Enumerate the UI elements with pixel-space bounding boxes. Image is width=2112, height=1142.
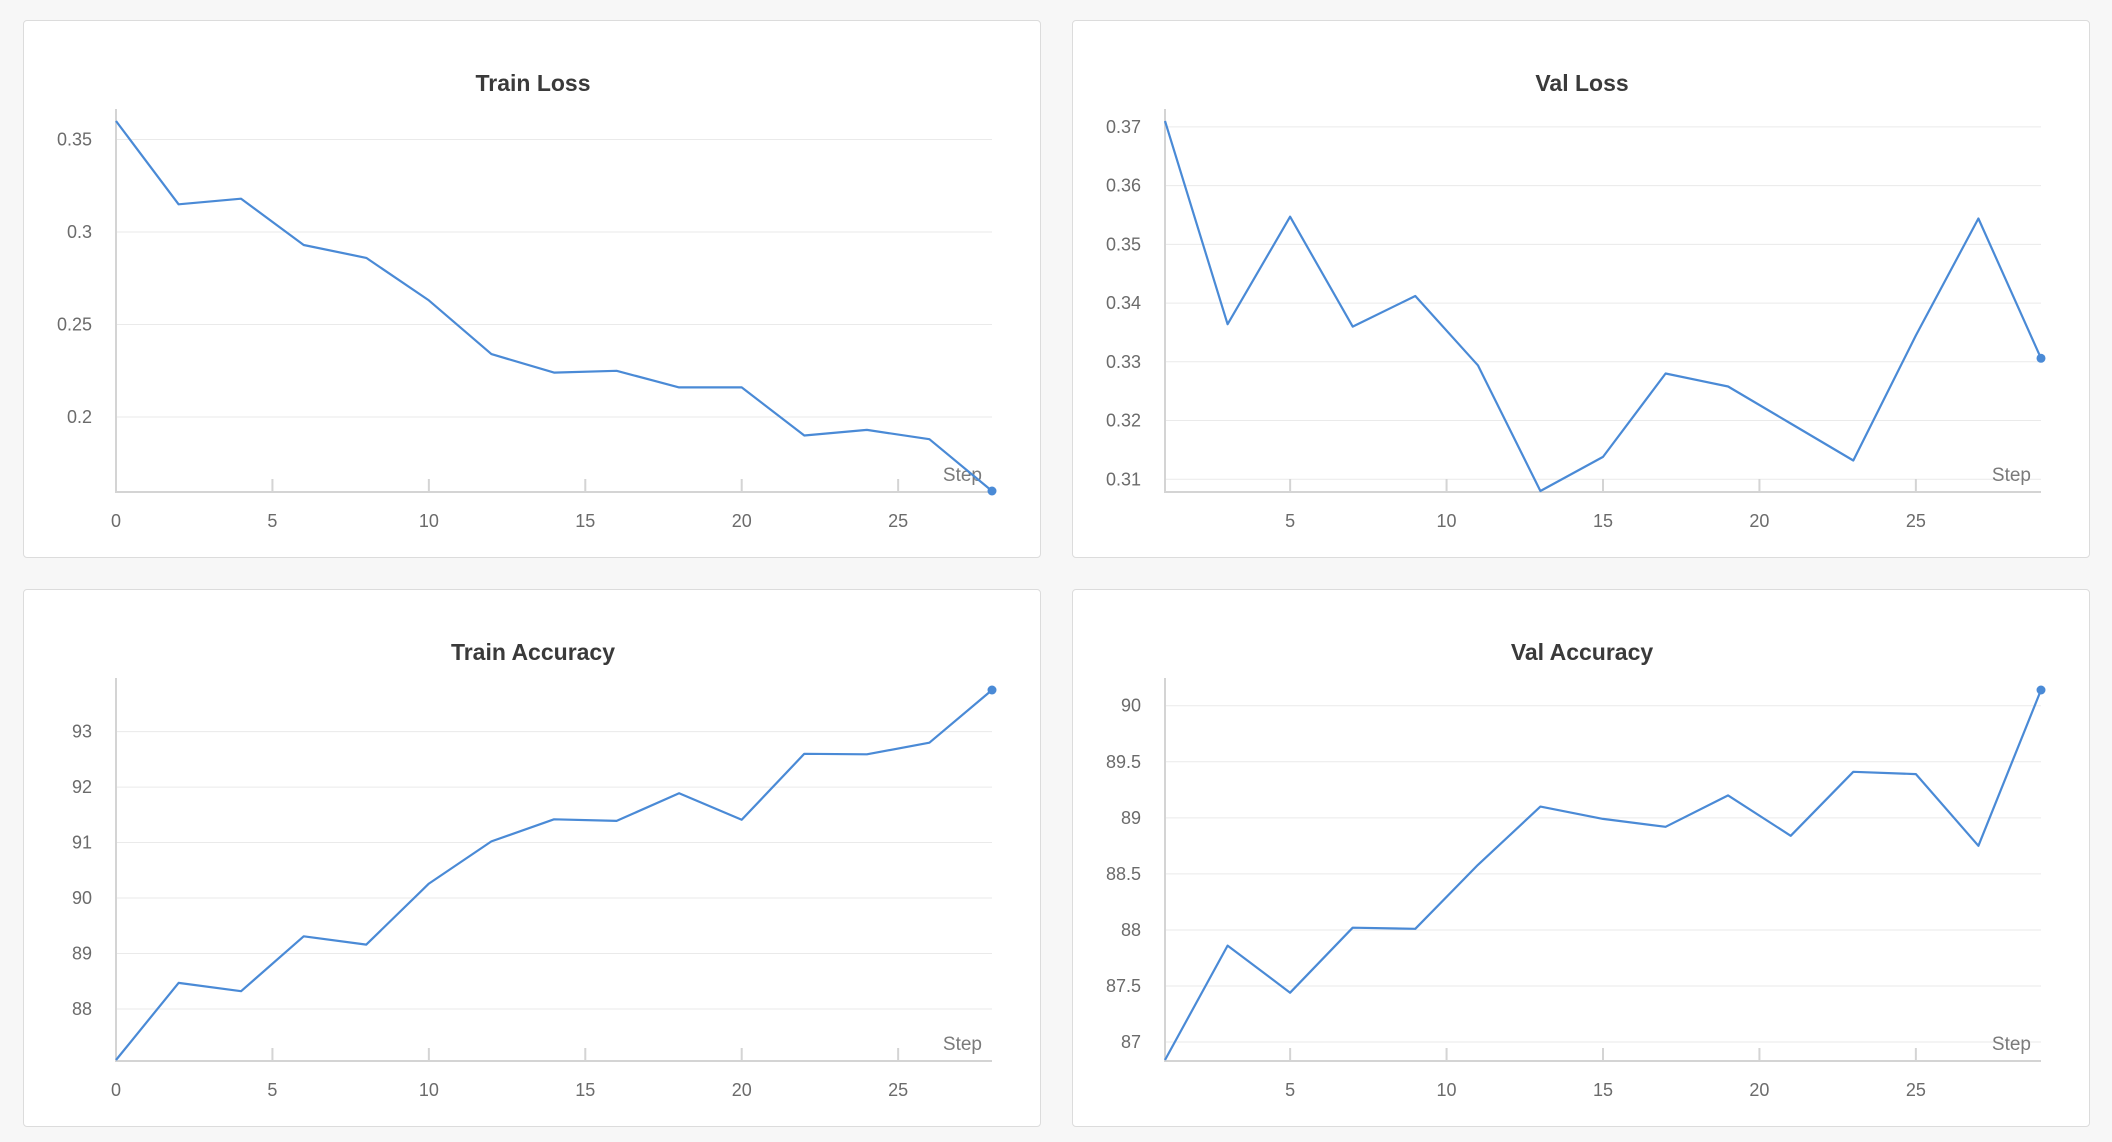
x-tick-label: 20 xyxy=(1749,511,1769,531)
y-tick-label: 88.5 xyxy=(1106,864,1141,884)
chart-title: Val Loss xyxy=(1535,70,1628,96)
chart-train-loss: Train Loss 0.2 0.25 0.3 0.35 0 5 10 15 20 25 Step xyxy=(57,70,997,531)
y-tick-label: 0.3 xyxy=(67,222,92,242)
x-axis-label: Step xyxy=(943,465,982,486)
y-tick-label: 0.34 xyxy=(1106,293,1141,313)
series-line xyxy=(115,120,993,492)
y-tick-label: 0.32 xyxy=(1106,411,1141,431)
y-tick-label: 0.25 xyxy=(57,315,92,335)
series-line xyxy=(115,689,993,1061)
x-tick-label: 5 xyxy=(1285,511,1295,531)
x-tick-label: 25 xyxy=(1906,1080,1926,1100)
y-tick-label: 0.37 xyxy=(1106,117,1141,137)
chart-title: Val Accuracy xyxy=(1511,639,1654,665)
x-tick-label: 15 xyxy=(575,1080,595,1100)
x-tick-label: 15 xyxy=(575,511,595,531)
y-tick-label: 93 xyxy=(72,722,92,742)
x-tick-label: 20 xyxy=(732,1080,752,1100)
y-tick-label: 92 xyxy=(72,777,92,797)
last-point-marker[interactable] xyxy=(2036,353,2046,363)
y-tick-label: 87 xyxy=(1121,1032,1141,1052)
series-line xyxy=(1164,689,2043,1061)
chart-panel-train-accuracy[interactable]: Train Accuracy 88 89 90 91 92 93 0 5 10 15 20 25 Step xyxy=(23,589,1041,1127)
y-tick-label: 0.35 xyxy=(57,130,92,150)
x-tick-label: 25 xyxy=(888,511,908,531)
x-tick-label: 5 xyxy=(267,511,277,531)
x-tick-label: 25 xyxy=(888,1080,908,1100)
x-tick-label: 10 xyxy=(1437,1080,1457,1100)
x-tick-label: 5 xyxy=(267,1080,277,1100)
x-tick-label: 0 xyxy=(111,511,121,531)
y-tick-label: 90 xyxy=(72,888,92,908)
chart-train-accuracy: Train Accuracy 88 89 90 91 92 93 0 5 10 15 20 25 Step xyxy=(72,639,997,1100)
chart-panel-val-accuracy[interactable]: Val Accuracy 87 87.5 88 88.5 89 89.5 90 5 10 15 20 2… xyxy=(1072,589,2090,1127)
y-tick-label: 90 xyxy=(1121,696,1141,716)
y-tick-label: 0.36 xyxy=(1106,176,1141,196)
chart-val-accuracy: Val Accuracy 87 87.5 88 88.5 89 89.5 90 5 10 15 20 2… xyxy=(1106,639,2046,1100)
chart-val-loss: Val Loss 0.31 0.32 0.33 0.34 0.35 0.36 0.37 5 10 1… xyxy=(1106,70,2046,531)
x-axis-label: Step xyxy=(1992,465,2031,486)
x-tick-label: 0 xyxy=(111,1080,121,1100)
y-tick-label: 88 xyxy=(1121,920,1141,940)
last-point-marker[interactable] xyxy=(987,486,997,496)
y-tick-label: 0.33 xyxy=(1106,352,1141,372)
y-tick-label: 88 xyxy=(72,999,92,1019)
y-tick-label: 91 xyxy=(72,833,92,853)
chart-title: Train Accuracy xyxy=(451,639,615,665)
y-tick-label: 0.2 xyxy=(67,407,92,427)
last-point-marker[interactable] xyxy=(2036,685,2046,695)
last-point-marker[interactable] xyxy=(987,685,997,695)
chart-panel-train-loss[interactable]: Train Loss 0.2 0.25 0.3 0.35 0 5 10 15 20 25 Step xyxy=(23,20,1041,558)
x-tick-label: 15 xyxy=(1593,511,1613,531)
x-tick-label: 10 xyxy=(419,1080,439,1100)
y-tick-label: 0.35 xyxy=(1106,234,1141,254)
y-tick-label: 89.5 xyxy=(1106,752,1141,772)
x-tick-label: 25 xyxy=(1906,511,1926,531)
series-line xyxy=(1163,120,2043,493)
x-tick-label: 20 xyxy=(1749,1080,1769,1100)
x-axis-label: Step xyxy=(943,1034,982,1055)
x-tick-label: 10 xyxy=(419,511,439,531)
y-tick-label: 89 xyxy=(1121,808,1141,828)
x-tick-label: 20 xyxy=(732,511,752,531)
y-tick-label: 89 xyxy=(72,943,92,963)
y-tick-label: 0.31 xyxy=(1106,469,1141,489)
x-tick-label: 10 xyxy=(1437,511,1457,531)
chart-panel-val-loss[interactable]: Val Loss 0.31 0.32 0.33 0.34 0.35 0.36 0.37 5 10 1… xyxy=(1072,20,2090,558)
chart-title: Train Loss xyxy=(475,70,590,96)
x-tick-label: 5 xyxy=(1285,1080,1295,1100)
y-tick-label: 87.5 xyxy=(1106,976,1141,996)
x-tick-label: 15 xyxy=(1593,1080,1613,1100)
x-axis-label: Step xyxy=(1992,1034,2031,1055)
